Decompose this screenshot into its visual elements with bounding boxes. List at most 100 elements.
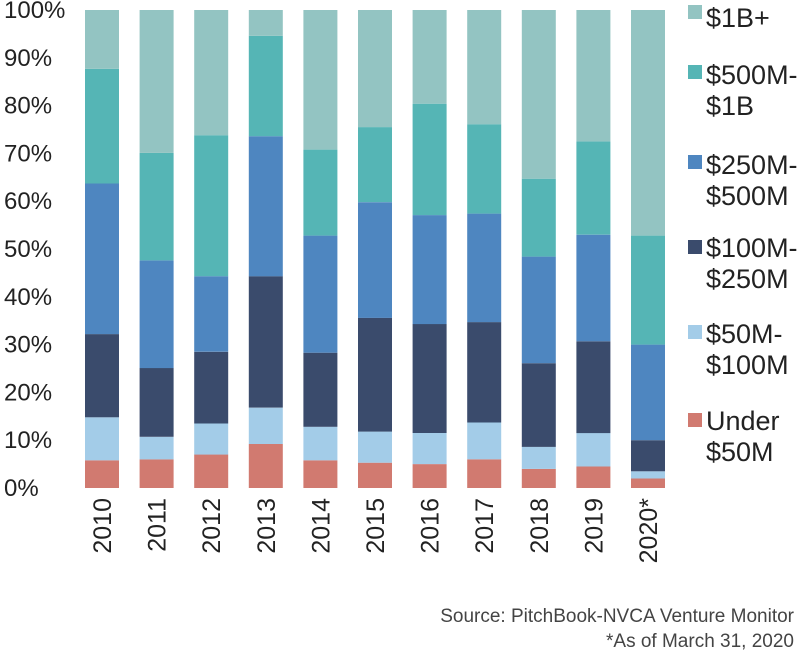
- bar-segment: [85, 460, 119, 488]
- legend-label: Under $50M: [706, 406, 780, 467]
- y-tick-label: 50%: [4, 236, 52, 263]
- bar-segment: [248, 136, 283, 277]
- y-axis: 0% 10% 20% 30% 40% 50% 60% 70% 80% 90% 100%: [4, 0, 65, 502]
- bar-segment: [358, 10, 392, 128]
- x-tick-label: 2015: [362, 498, 390, 554]
- bar-segment: [521, 363, 556, 447]
- bar-segment: [412, 433, 447, 465]
- bar-segment: [139, 152, 174, 261]
- x-axis: 2010 2011 2012 2013 2014 2015 2016 2017 2018 2019…: [89, 498, 663, 564]
- y-tick-label: 60%: [4, 188, 52, 215]
- bar-segment: [303, 352, 338, 427]
- bar-segment: [194, 10, 229, 136]
- bar-segment: [248, 276, 283, 408]
- bar-segment: [139, 459, 174, 488]
- bar-segment: [467, 213, 502, 323]
- bar-segment: [576, 141, 611, 235]
- bar-segment: [631, 471, 665, 479]
- bar-segment: [467, 422, 502, 460]
- bar-segment: [194, 423, 229, 455]
- bar-segment: [248, 444, 283, 488]
- bar-segment: [85, 68, 119, 184]
- x-tick-label: 2018: [526, 498, 554, 554]
- legend-swatch: [688, 155, 702, 169]
- bar-segment: [576, 466, 611, 488]
- legend-label: $500M-$1B: [706, 60, 798, 121]
- bar-segment: [631, 344, 665, 441]
- bar-segment: [303, 235, 338, 353]
- x-tick-label: 2011: [144, 498, 172, 552]
- bar-segment: [303, 149, 338, 236]
- legend-label: $50M-$100M: [706, 319, 789, 380]
- bar-segment: [85, 10, 119, 69]
- x-tick-label: 2012: [198, 498, 226, 554]
- bar-segment: [139, 260, 174, 369]
- bar-segment: [85, 417, 119, 461]
- y-tick-label: 30%: [4, 332, 52, 359]
- bar-segment: [358, 317, 392, 432]
- bar-segment: [303, 460, 338, 488]
- bar-segment: [139, 368, 174, 437]
- bar-segment: [358, 462, 392, 488]
- y-tick-label: 10%: [4, 427, 52, 454]
- y-tick-label: 70%: [4, 140, 52, 167]
- bar-segment: [412, 10, 447, 104]
- x-tick-label: 2010: [89, 498, 117, 554]
- y-tick-label: 100%: [4, 0, 65, 24]
- bar-segment: [303, 426, 338, 461]
- bar-segment: [85, 183, 119, 335]
- legend-swatch: [688, 240, 702, 254]
- bar-segment: [467, 10, 502, 125]
- x-tick-label: 2016: [417, 498, 445, 554]
- bar-segment: [576, 10, 611, 142]
- bar-segment: [248, 407, 283, 444]
- bar-segment: [467, 322, 502, 423]
- bar-segment: [631, 235, 665, 345]
- bars: [85, 10, 665, 488]
- legend-label: $100M-$250M: [706, 233, 798, 294]
- bar-segment: [194, 276, 229, 352]
- bar-segment: [248, 35, 283, 137]
- bar-segment: [576, 433, 611, 467]
- bar-segment: [631, 478, 665, 488]
- bar-segment: [248, 10, 283, 36]
- bar-segment: [521, 446, 556, 469]
- bar-segment: [521, 468, 556, 488]
- bar-segment: [631, 10, 665, 236]
- bar-segment: [139, 436, 174, 460]
- y-tick-label: 80%: [4, 93, 52, 120]
- bar-segment: [521, 10, 556, 179]
- x-tick-label: 2019: [580, 498, 608, 554]
- x-tick-label: 2013: [253, 498, 281, 554]
- y-tick-label: 40%: [4, 284, 52, 311]
- bar-segment: [412, 103, 447, 216]
- bar-segment: [412, 464, 447, 488]
- legend-label: $1B+: [706, 3, 770, 33]
- legend-swatch: [688, 325, 702, 339]
- legend-swatch: [688, 413, 702, 427]
- bar-segment: [194, 454, 229, 488]
- bar-segment: [139, 10, 174, 153]
- source-note: Source: PitchBook-NVCA Venture Monitor: [440, 606, 794, 627]
- bar-segment: [194, 351, 229, 424]
- bar-segment: [576, 234, 611, 342]
- bar-segment: [467, 459, 502, 488]
- x-tick-label: 2017: [471, 498, 499, 554]
- legend: $1B+ $500M-$1B $250M-$500M $100M-$250M $50M-…: [688, 3, 798, 467]
- bar-segment: [631, 440, 665, 472]
- bar-segment: [358, 431, 392, 463]
- bar-segment: [467, 124, 502, 214]
- as-of-note: *As of March 31, 2020: [606, 631, 794, 652]
- bar-segment: [194, 135, 229, 277]
- x-tick-label: 2014: [307, 498, 335, 554]
- y-tick-label: 90%: [4, 45, 52, 72]
- bar-segment: [358, 202, 392, 318]
- bar-segment: [358, 127, 392, 203]
- bar-segment: [85, 334, 119, 418]
- legend-swatch: [688, 65, 702, 79]
- bar-segment: [576, 341, 611, 434]
- x-tick-label: 2020*: [635, 498, 663, 564]
- legend-swatch: [688, 5, 702, 19]
- bar-segment: [521, 256, 556, 364]
